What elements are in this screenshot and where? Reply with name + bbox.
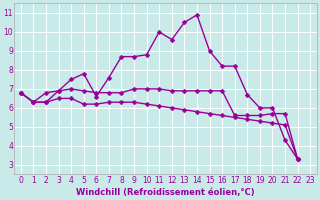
X-axis label: Windchill (Refroidissement éolien,°C): Windchill (Refroidissement éolien,°C) xyxy=(76,188,255,197)
